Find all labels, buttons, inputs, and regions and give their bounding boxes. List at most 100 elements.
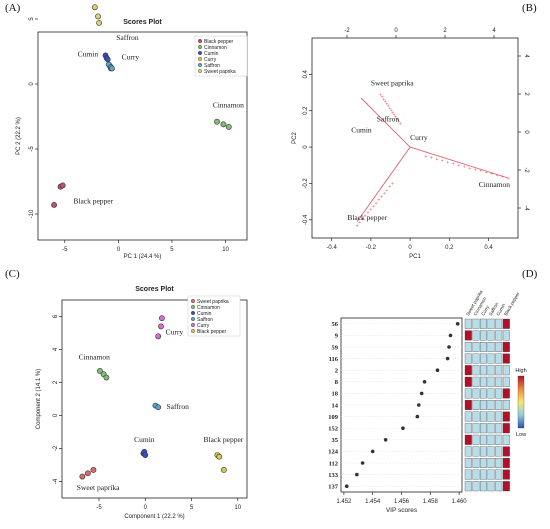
panel-b-xtick-label: 0 — [408, 245, 412, 251]
panel-b-point: + — [372, 204, 375, 210]
panel-b-right-tick-label: -2 — [523, 167, 529, 173]
panel-d-heat-cell — [495, 388, 503, 399]
panel-a-xtick-label: -5 — [62, 247, 68, 253]
panel-d-vip-point — [448, 333, 453, 338]
panel-a-legend-label: Saffron — [204, 63, 220, 69]
panel-b-point: + — [507, 176, 510, 182]
panel-c-point-black-pepper — [220, 467, 227, 473]
panel-label-d: (D) — [522, 268, 538, 280]
panel-b-ytick-label: -0.2 — [303, 178, 309, 189]
panel-a-legend-label: Sweet paprika — [204, 69, 236, 75]
panel-b-point: + — [367, 210, 370, 216]
panel-b-point: + — [385, 101, 388, 107]
panel-d-heat-cell — [472, 411, 480, 422]
panel-d-vip-point — [415, 414, 420, 419]
panel-b-point: + — [457, 163, 460, 169]
panel-b-right-tick-label: 0 — [523, 130, 529, 134]
panel-d-heat-cell — [480, 400, 487, 410]
panel-b-loading-arrow — [360, 97, 411, 148]
panel-b-point: + — [397, 119, 400, 125]
panel-b-point: + — [394, 115, 397, 121]
panel-d-heat-cell — [502, 400, 510, 410]
panel-d-heat-cell — [502, 458, 510, 468]
panel-c-legend-marker — [190, 329, 195, 334]
panel-d-heat-cell — [472, 446, 480, 457]
panel-d-heat-cell — [495, 330, 503, 341]
panel-d-heat-column-label: Curry — [480, 304, 490, 317]
panel-c-title: Scores Plot — [135, 286, 174, 293]
panel-b-top-tick-label: 0 — [394, 28, 398, 34]
panel-d-feature-label: 9 — [335, 333, 339, 340]
panel-b-chart: -0.4 -0.2 0 0.2 0.4 -0.4 -0.2 0 0.2 0.4 -2 0 2 4 -4 -2 0… — [292, 28, 529, 260]
panel-d-heat-cell — [472, 388, 480, 399]
panel-b-point: + — [490, 172, 493, 178]
panel-d-heat-cell — [464, 481, 472, 492]
panel-c-annotation: Cumin — [134, 435, 155, 444]
panel-b-ylabel: PC2 — [292, 132, 298, 144]
panel-c-annotation: Black pepper — [204, 435, 244, 444]
panel-a-ytick-label: 0 — [29, 82, 35, 86]
panel-a-point-sweet-paprika — [91, 4, 98, 11]
panel-d-vip-point — [401, 426, 405, 431]
panel-d-heat-cell — [480, 365, 487, 376]
panel-c-point-sweet-paprika — [90, 467, 97, 473]
panel-a-legend-marker — [197, 39, 202, 44]
panel-a-xlabel: PC 1 (24.4 %) — [124, 254, 162, 260]
panel-d-heat-cell — [487, 411, 495, 422]
panel-a-ytick-label: 5 — [29, 17, 35, 21]
panel-c-point-curry — [155, 333, 162, 340]
panel-d-heat-cell — [464, 469, 472, 480]
panel-d-feature-label: 35 — [332, 437, 339, 444]
panel-b-point: + — [356, 223, 359, 229]
panel-d-heat-cell — [502, 388, 510, 399]
panel-c-legend-marker — [190, 299, 195, 304]
panel-c-legend-label: Cumin — [197, 311, 212, 317]
panel-c-annotation: Curry — [166, 328, 184, 337]
panel-d-heat-column-label: Cumin — [495, 302, 506, 316]
panel-a-legend-marker — [197, 51, 202, 56]
panel-b-point: + — [386, 188, 389, 194]
panel-c-ytick-label: -2 — [53, 445, 59, 451]
panel-b-frame — [311, 37, 519, 239]
panel-d-feature-label: 112 — [329, 460, 338, 467]
panel-d-heat-cell — [495, 400, 503, 410]
panel-b-point: + — [391, 110, 394, 116]
panel-c-ytick-label: -4 — [53, 478, 59, 484]
panel-b-point: + — [379, 92, 382, 98]
panel-d-heat-cell — [495, 353, 503, 364]
panel-a-annotation: Cinnamon — [213, 100, 244, 109]
panel-d-vip-point — [445, 356, 450, 361]
panel-d-heat-cell — [480, 411, 487, 422]
panel-b-right-tick-label: 4 — [523, 54, 529, 58]
panel-c-point-curry — [158, 323, 164, 330]
panel-d-heat-cell — [480, 423, 487, 434]
panel-a-ylabel: PC 2 (22.2 %) — [16, 117, 22, 155]
panel-b-point: + — [361, 217, 364, 223]
panel-b-point: + — [388, 106, 391, 112]
panel-b-point: + — [474, 167, 477, 173]
panel-d-heat-cell — [495, 411, 503, 422]
panel-b-point: + — [485, 170, 488, 176]
panel-d-heat-cell — [464, 365, 472, 376]
panel-b-point: + — [496, 173, 499, 179]
panel-d-heat-column-label: Black pepper — [503, 291, 521, 317]
panel-d-heat-cell — [464, 353, 472, 364]
panel-c-point-cinnamon — [103, 374, 110, 381]
panel-d-heat-cell — [495, 434, 503, 445]
panel-d-vip-point — [383, 438, 388, 442]
panel-label-c: (C) — [5, 268, 20, 280]
panel-a-ytick-label: -10 — [29, 209, 35, 218]
panel-b-point: + — [501, 175, 504, 181]
panel-b-point: + — [441, 159, 444, 165]
panel-b-ytick-label: 0.4 — [303, 70, 309, 79]
panel-b-annotation: Cumin — [351, 126, 372, 135]
panel-a-ytick-label: -5 — [29, 146, 35, 152]
panel-c-xlabel: Component 1 (22.2 %) — [124, 514, 184, 520]
panel-d-feature-label: 8 — [335, 379, 339, 386]
panel-c-point-cinnamon — [97, 368, 103, 374]
panel-d-heat-cell — [480, 318, 487, 329]
panel-b-annotation: Saffron — [377, 115, 400, 124]
panel-d-heat-cell — [464, 423, 472, 434]
panel-d-heat-cell — [480, 330, 487, 341]
panel-a-frame — [37, 31, 248, 241]
